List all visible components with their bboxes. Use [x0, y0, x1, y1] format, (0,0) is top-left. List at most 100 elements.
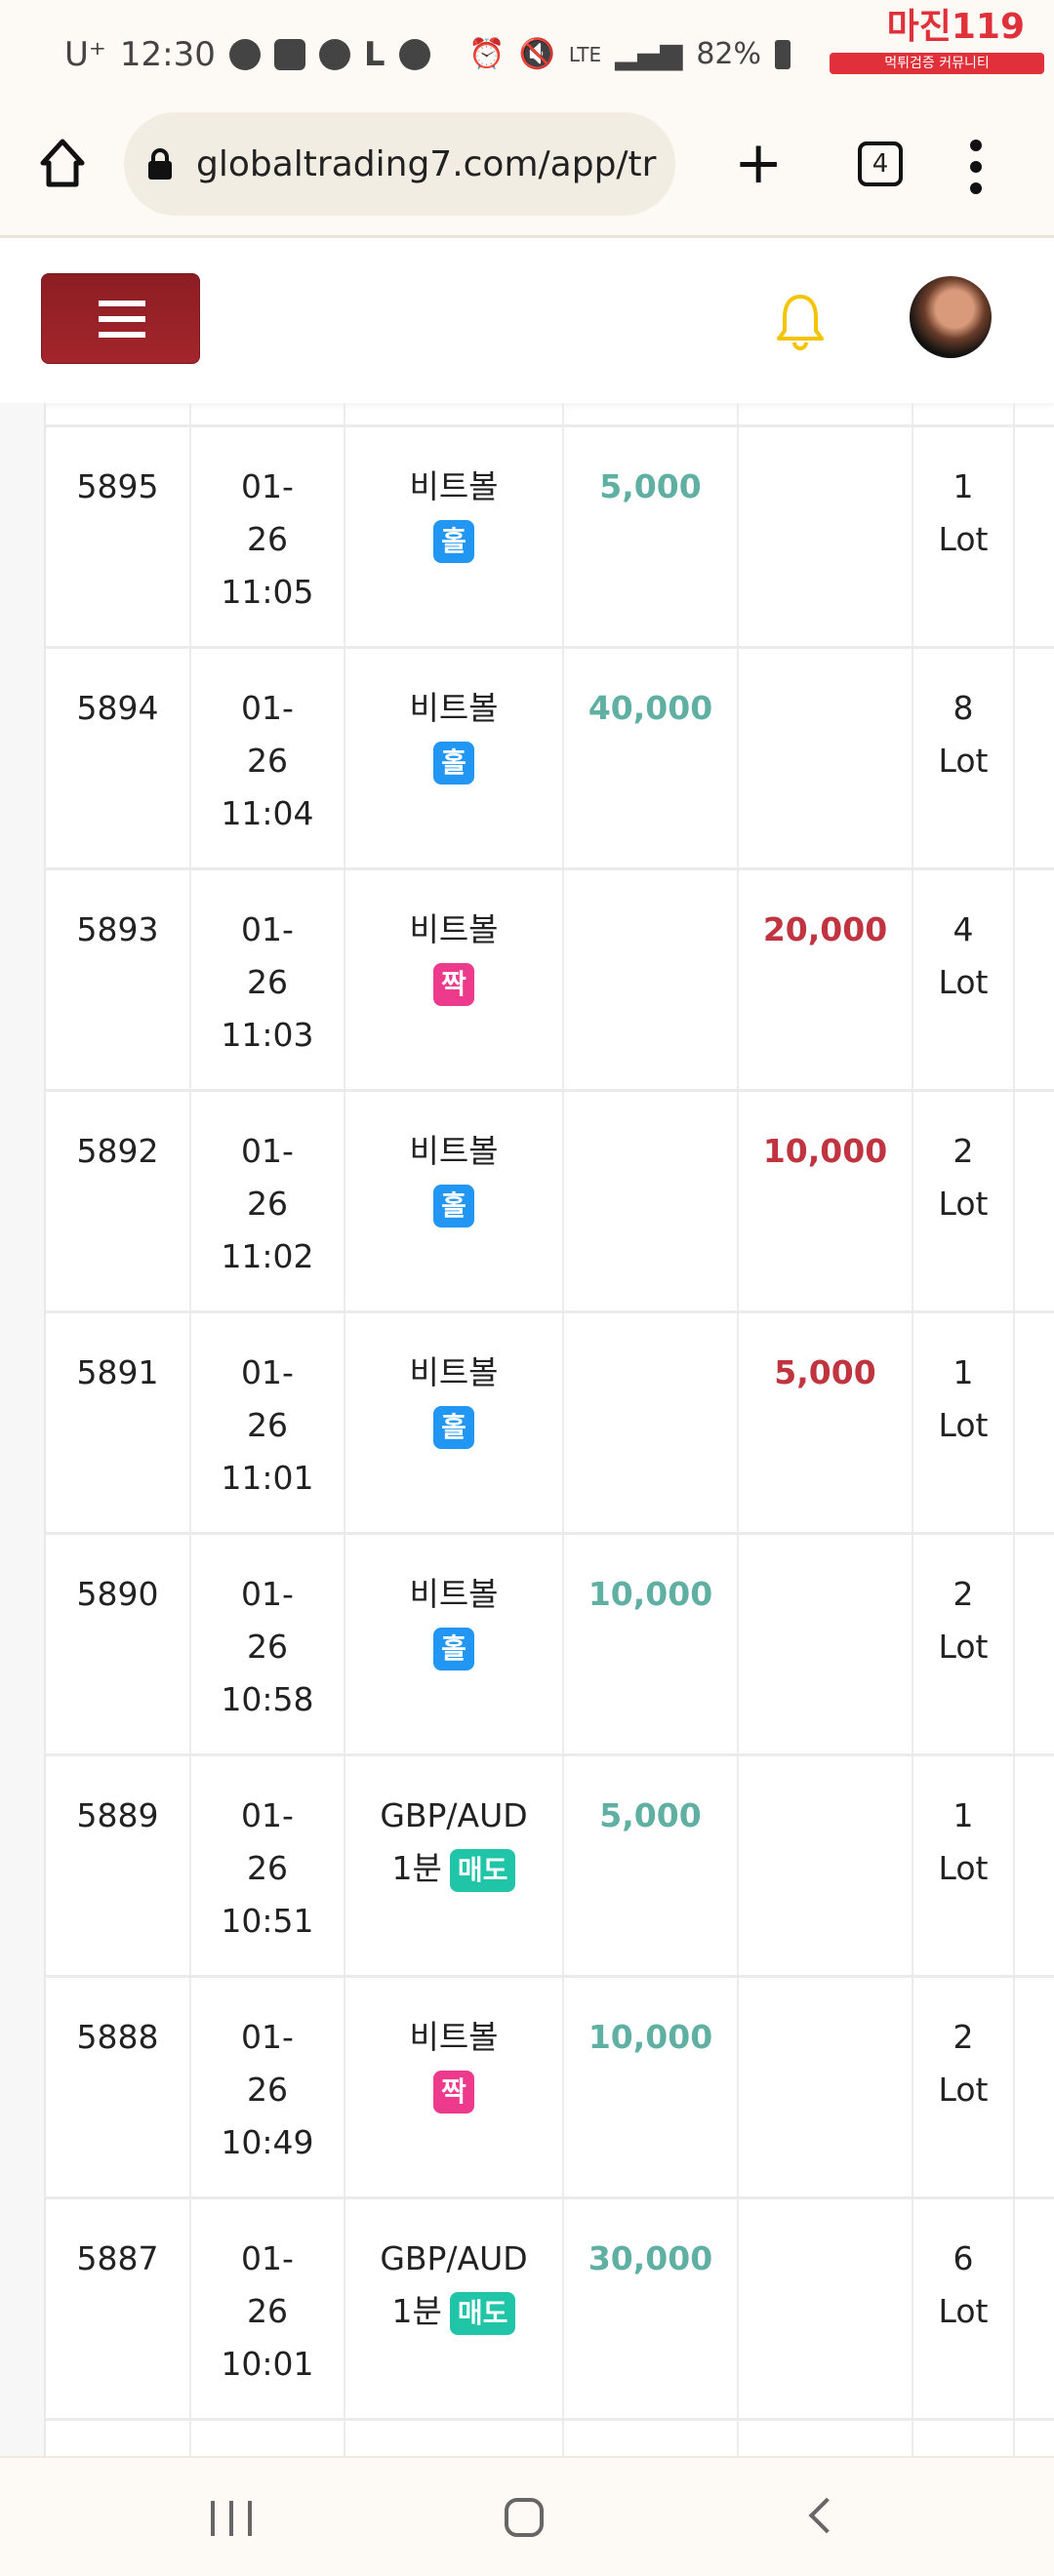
table-row[interactable]: 5894 01- 26 11:04 비트볼 홀 40,000 8 Lot	[46, 649, 1054, 870]
cell-item: 비트볼 짝	[345, 1978, 564, 2196]
cell-extra	[1015, 427, 1054, 646]
home-button-icon[interactable]	[505, 2498, 544, 2537]
lock-icon	[148, 148, 172, 180]
table-row[interactable]: 5893 01- 26 11:03 비트볼 짝 20,000 4 Lot	[46, 870, 1054, 1092]
home-icon[interactable]	[35, 136, 90, 190]
cell-date: 01- 26 10:51	[191, 1756, 345, 1975]
trade-datetime: 11:05	[221, 573, 314, 611]
cell-item: 비트볼 홀	[345, 1535, 564, 1753]
lot-size: 1	[953, 1796, 974, 1834]
trade-datetime: 26	[247, 1628, 288, 1666]
cell-profit: 10,000	[564, 1978, 739, 2196]
profit-amount: 10,000	[588, 1575, 713, 1613]
battery-label: 82%	[696, 37, 761, 71]
lot-size: Lot	[938, 742, 989, 780]
table-row[interactable]: 5895 01- 26 11:05 비트볼 홀 5,000 1 Lot	[46, 427, 1054, 649]
lot-size: 4	[953, 910, 974, 948]
cell-date: 01- 26 11:01	[191, 1313, 345, 1532]
trade-id: 5893	[76, 910, 159, 948]
profit-amount: 5,000	[599, 1796, 702, 1834]
trade-datetime: 10:01	[221, 2345, 314, 2383]
cell-id	[46, 2421, 191, 2456]
trade-datetime: 26	[247, 2071, 288, 2109]
trade-datetime: 11:02	[221, 1237, 314, 1275]
trade-datetime: 26	[247, 1406, 288, 1444]
table-row[interactable]: 5888 01- 26 10:49 비트볼 짝 10,000 2 Lot	[46, 1978, 1054, 2199]
trade-datetime: 01-	[241, 467, 294, 505]
cell-profit	[564, 1092, 739, 1310]
trade-datetime: 26	[247, 520, 288, 558]
cell-lot: 4 Lot	[913, 870, 1015, 1089]
profit-amount: 40,000	[588, 689, 713, 727]
cell-item: 비트볼 홀	[345, 649, 564, 867]
trade-id: 5892	[76, 1132, 159, 1170]
table-row[interactable]: 5887 01- 26 10:01 GBP/AUD 1분 매도 30,000 6 Lot	[46, 2199, 1054, 2421]
cell-item: 비트볼 홀	[345, 1092, 564, 1310]
cell-loss	[739, 2199, 913, 2418]
back-icon[interactable]	[808, 2497, 845, 2534]
trade-datetime: 10:49	[221, 2123, 314, 2161]
cell-loss	[739, 1535, 913, 1753]
url-text: globaltrading7.com/app/tr	[196, 143, 657, 184]
more-menu-icon[interactable]	[970, 140, 982, 204]
lot-size: 6	[953, 2239, 974, 2277]
trade-instrument: 비트볼	[409, 1575, 499, 1613]
cell-item: 비트볼 짝	[345, 870, 564, 1089]
cell-profit	[564, 870, 739, 1089]
android-nav-bar	[0, 2456, 1054, 2576]
cell-extra	[1015, 1978, 1054, 2196]
lot-size: 1	[953, 467, 974, 505]
cell-loss	[739, 427, 913, 646]
network-label: LTE	[568, 42, 602, 66]
trade-instrument: GBP/AUD	[380, 1796, 528, 1834]
tab-switcher-button[interactable]: 4	[858, 141, 903, 186]
cell-profit: 5,000	[564, 427, 739, 646]
table-row-partial	[46, 403, 1054, 436]
trade-datetime: 11:04	[221, 794, 314, 832]
trade-instrument: 비트볼	[409, 467, 499, 505]
trade-instrument: GBP/AUD	[380, 2239, 528, 2277]
cell-lot: 2 Lot	[913, 1535, 1015, 1753]
status-bar: U⁺ 12:30 L ⏰ 🔇 LTE ▂▄▆ 82% 마진119 먹튀검증 커뮤…	[0, 0, 1054, 112]
trade-instrument-line2: 1분 매도	[345, 1842, 562, 1895]
cell-id: 5891	[46, 1313, 191, 1532]
trade-instrument: 비트볼	[409, 1353, 499, 1391]
cell-id: 5892	[46, 1092, 191, 1310]
trade-side-badge-odd: 홀	[433, 741, 474, 785]
cell-extra	[1015, 1092, 1054, 1310]
cell-date: 01- 26 11:04	[191, 649, 345, 867]
recent-apps-icon[interactable]	[211, 2501, 252, 2536]
trade-datetime: 01-	[241, 689, 294, 727]
profit-amount: 10,000	[588, 2018, 713, 2056]
lot-size: Lot	[938, 520, 989, 558]
avatar[interactable]	[910, 276, 992, 358]
cell-extra	[1015, 870, 1054, 1089]
table-row-partial[interactable]	[46, 2421, 1054, 2456]
table-row[interactable]: 5892 01- 26 11:02 비트볼 홀 10,000 2 Lot	[46, 1092, 1054, 1313]
trade-id: 5887	[76, 2239, 159, 2277]
table-row[interactable]: 5889 01- 26 10:51 GBP/AUD 1분 매도 5,000 1 Lot	[46, 1756, 1054, 1978]
table-row[interactable]: 5890 01- 26 10:58 비트볼 홀 10,000 2 Lot	[46, 1535, 1054, 1756]
trade-instrument-line2: 홀	[345, 735, 562, 787]
url-bar[interactable]: globaltrading7.com/app/tr	[124, 112, 675, 216]
trade-datetime: 26	[247, 2292, 288, 2330]
cell-extra	[1015, 2421, 1054, 2456]
trade-id: 5894	[76, 689, 159, 727]
trade-interval: 1분	[391, 2292, 442, 2330]
trade-datetime: 10:51	[221, 1902, 314, 1940]
mute-icon: 🔇	[518, 37, 555, 71]
table-row[interactable]: 5891 01- 26 11:01 비트볼 홀 5,000 1 Lot	[46, 1313, 1054, 1535]
app-notification-icon	[318, 39, 350, 70]
cell-extra	[1015, 649, 1054, 867]
trade-side-badge-odd: 홀	[433, 1184, 474, 1228]
lot-size: 2	[953, 2018, 974, 2056]
loss-amount: 10,000	[762, 1132, 888, 1170]
trade-instrument: 비트볼	[409, 910, 499, 948]
hamburger-menu-button[interactable]	[41, 273, 200, 364]
bell-icon[interactable]	[773, 292, 828, 354]
new-tab-icon[interactable]: +	[734, 129, 784, 197]
cell-date: 01- 26 10:49	[191, 1978, 345, 2196]
cell-lot: 2 Lot	[913, 1978, 1015, 2196]
trade-side-badge-odd: 홀	[433, 1405, 474, 1449]
profit-amount: 5,000	[599, 467, 702, 505]
